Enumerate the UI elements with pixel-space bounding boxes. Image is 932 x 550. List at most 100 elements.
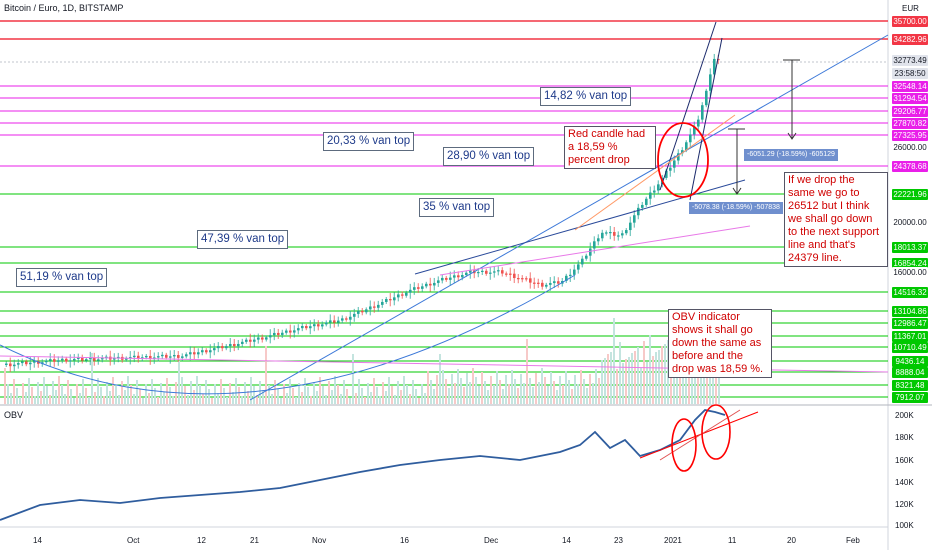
candle-body <box>597 238 600 242</box>
candle-body <box>205 350 208 353</box>
time-tick: 20 <box>787 536 796 545</box>
van-top-label-4: 28,90 % van top <box>443 147 535 166</box>
volume-bar <box>355 393 357 404</box>
candle-body <box>485 270 488 274</box>
volume-bar <box>505 375 507 404</box>
volume-bar <box>421 384 423 404</box>
candle-body <box>253 339 256 342</box>
candle-body <box>153 357 156 359</box>
volume-bar <box>652 356 654 404</box>
price-label: 9436.14 <box>892 356 928 367</box>
candle-body <box>285 330 288 333</box>
volume-bar <box>136 380 138 404</box>
candle-body <box>433 282 436 286</box>
obv-note: OBV indicator shows it shall go down the… <box>668 309 772 378</box>
measure-head-1 <box>787 132 797 140</box>
candle-body <box>489 272 492 274</box>
candle-body <box>373 306 376 308</box>
candle-body <box>693 126 696 135</box>
volume-bar <box>661 346 663 404</box>
price-label: 10710.49 <box>892 342 928 353</box>
volume-bar <box>55 390 57 404</box>
volume-bar <box>337 385 339 404</box>
volume-bar <box>379 396 381 404</box>
volume-bar <box>502 389 504 404</box>
candle-body <box>341 318 344 321</box>
candle-body <box>649 192 652 199</box>
time-tick: 11 <box>728 536 737 545</box>
price-label: 7912.07 <box>892 392 928 403</box>
candle-body <box>25 361 28 365</box>
volume-bar <box>697 358 699 404</box>
volume-bar <box>172 396 174 404</box>
currency-label[interactable]: EUR <box>902 4 919 13</box>
volume-bar <box>643 341 645 404</box>
volume-bar <box>619 342 621 404</box>
candle-body <box>385 299 388 302</box>
measure-label-2[interactable]: -5078.38 (-18.59%) -507838 <box>689 202 783 214</box>
candle-body <box>685 142 688 151</box>
candle-body <box>665 170 668 178</box>
volume-bar <box>595 369 597 404</box>
candle-body <box>325 322 328 325</box>
candle-body <box>457 275 460 278</box>
volume-bar <box>628 357 630 404</box>
volume-bar <box>328 381 330 404</box>
volume-bar <box>496 371 498 404</box>
candle-body <box>301 326 304 329</box>
volume-bar <box>484 381 486 404</box>
volume-bar <box>43 377 45 404</box>
candle-body <box>353 313 356 317</box>
candle-body <box>521 278 524 280</box>
price-label: 18013.37 <box>892 242 928 253</box>
volume-bar <box>604 358 606 404</box>
volume-bar <box>121 381 123 404</box>
volume-bar <box>601 360 603 404</box>
candle-body <box>13 364 16 367</box>
candle-body <box>117 356 120 359</box>
candle-body <box>145 355 148 358</box>
candle-body <box>641 204 644 208</box>
volume-bar <box>16 388 18 404</box>
volume-bar <box>544 377 546 404</box>
candle-body <box>269 335 272 338</box>
measure-head-2 <box>732 187 742 195</box>
volume-bar <box>292 388 294 404</box>
measure-label-1[interactable]: -6051.29 (-18.59%) -605129 <box>744 149 838 161</box>
volume-bar <box>262 390 264 404</box>
candle-body <box>17 363 20 365</box>
candle-body <box>229 344 232 347</box>
volume-bar <box>670 361 672 404</box>
volume-bar <box>241 396 243 404</box>
candle-body <box>309 326 312 329</box>
candle-body <box>225 346 228 349</box>
volume-bar <box>499 380 501 404</box>
volume-bar <box>127 376 129 404</box>
candle-body <box>197 352 200 355</box>
time-tick: 16 <box>400 536 409 545</box>
volume-bar <box>178 361 180 404</box>
candle-body <box>165 354 168 358</box>
candle-body <box>533 282 536 284</box>
time-tick: 23 <box>614 536 623 545</box>
candle-body <box>653 190 656 193</box>
price-label: 14516.32 <box>892 287 928 298</box>
candle-body <box>581 258 584 265</box>
candle-body <box>321 324 324 327</box>
candle-body <box>169 356 172 358</box>
candle-body <box>513 273 516 279</box>
volume-bar <box>616 369 618 404</box>
candle-body <box>453 275 456 278</box>
candle-body <box>377 304 380 308</box>
candle-body <box>281 332 284 335</box>
obv-circle-1 <box>671 418 697 472</box>
candle-body <box>237 343 240 347</box>
volume-bar <box>448 388 450 404</box>
candle-body <box>701 105 704 120</box>
candle-body <box>405 292 408 296</box>
candle-body <box>61 358 64 361</box>
volume-bar <box>664 344 666 404</box>
time-tick: Nov <box>312 536 327 545</box>
